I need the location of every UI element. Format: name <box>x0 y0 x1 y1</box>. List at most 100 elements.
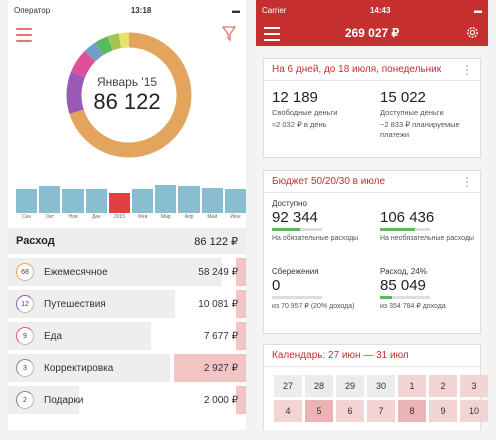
filter-icon[interactable] <box>222 26 236 42</box>
calendar-day[interactable]: 2 <box>429 375 457 397</box>
category-percent-badge: 2 <box>16 391 34 409</box>
month-bar-column[interactable]: Окт <box>39 178 61 220</box>
calendar-day[interactable]: 5 <box>305 400 333 422</box>
calendar-title: Календарь: 27 июн — 31 июл <box>272 350 409 361</box>
category-name: Ежемесячное <box>44 266 108 278</box>
calendar-day[interactable]: 3 <box>460 375 488 397</box>
donut-total-amount: 86 122 <box>93 89 161 114</box>
month-bar[interactable] <box>201 187 223 213</box>
category-name: Корректировка <box>44 362 114 374</box>
savings-label: Сбережения <box>272 267 319 276</box>
mandatory-sub: На обязательные расходы <box>272 235 359 242</box>
month-bar[interactable] <box>85 189 107 213</box>
carrier-label: Оператор <box>14 5 51 15</box>
category-amount: 7 677 ₽ <box>203 330 238 342</box>
donut-month-label: Январь '15 <box>96 75 158 89</box>
expense-value: 85 049 <box>380 277 426 294</box>
gear-icon[interactable] <box>465 25 480 40</box>
mandatory-block: Доступно 92 344 На обязательные расходы <box>272 199 372 243</box>
month-bar-column[interactable]: Фев <box>132 178 154 220</box>
calendar-day[interactable]: 28 <box>305 375 333 397</box>
month-bar-label: Фев <box>137 214 148 220</box>
category-overspend-bar <box>174 354 246 382</box>
more-icon[interactable]: ⋮ <box>461 62 473 77</box>
card-title: Бюджет 50/20/30 в июле ⋮ <box>264 171 480 193</box>
category-percent-badge: 12 <box>16 295 34 313</box>
optional-block: 106 436 На необязательные расходы <box>380 199 480 243</box>
more-icon[interactable]: ⋮ <box>461 174 473 189</box>
budget-card[interactable]: Бюджет 50/20/30 в июле ⋮ Доступно 92 344… <box>263 170 481 334</box>
calendar-grid: 27 28 29 30 1 2 3 4 5 6 7 8 9 10 <box>274 375 488 422</box>
expense-amount: 86 122 ₽ <box>194 235 238 248</box>
month-bar-label: Апр <box>184 214 194 220</box>
monthly-bar-chart[interactable]: Сен Окт Ноя Дек 2015 Фев Мар Апр Май Июн <box>16 178 246 220</box>
month-bar-column[interactable]: Май <box>201 178 223 220</box>
calendar-day[interactable]: 27 <box>274 375 302 397</box>
free-money-value: 12 189 <box>272 89 318 106</box>
category-name: Подарки <box>44 394 84 406</box>
month-bar-label: Июн <box>230 214 241 220</box>
calendar-card[interactable]: Календарь: 27 июн — 31 июл 27 28 29 30 1 2 3 4 5… <box>263 344 488 430</box>
month-bar-column[interactable]: Дек <box>85 178 107 220</box>
mandatory-progress <box>272 228 322 231</box>
month-bar-column[interactable]: Июн <box>224 178 246 220</box>
balance-title: 269 027 ₽ <box>344 26 400 40</box>
month-bar-label: Май <box>207 214 218 220</box>
category-name: Еда <box>44 330 63 342</box>
calendar-day[interactable]: 29 <box>336 375 364 397</box>
month-bar[interactable] <box>39 186 61 213</box>
category-row[interactable]: 68 Ежемесячное 58 249 ₽ <box>8 256 246 288</box>
card-title: Календарь: 27 июн — 31 июл <box>264 345 480 367</box>
calendar-day[interactable]: 7 <box>367 400 395 422</box>
category-overspend-bar <box>236 386 246 414</box>
month-bar-column[interactable]: Мар <box>155 178 177 220</box>
calendar-day[interactable]: 4 <box>274 400 302 422</box>
calendar-day[interactable]: 30 <box>367 375 395 397</box>
month-bar[interactable] <box>62 188 84 213</box>
calendar-day[interactable]: 6 <box>336 400 364 422</box>
month-bar-column[interactable]: Сен <box>16 178 38 220</box>
category-row[interactable]: 3 Корректировка 2 927 ₽ <box>8 352 246 384</box>
month-bar[interactable] <box>108 192 131 213</box>
month-bar-column[interactable]: Апр <box>178 178 200 220</box>
category-donut-chart[interactable] <box>66 32 192 158</box>
available-label: Доступно <box>272 199 307 208</box>
available-money-sub: −2 833 ₽ планируемые платежи <box>380 120 460 139</box>
free-money-sub: ≈2 032 ₽ в день <box>272 120 327 129</box>
category-share-bar <box>8 290 175 318</box>
calendar-day[interactable]: 8 <box>398 400 426 422</box>
category-overspend-bar <box>236 258 246 286</box>
category-percent-badge: 9 <box>16 327 34 345</box>
expense-label: Расход, 24% <box>380 267 427 276</box>
month-bar[interactable] <box>16 189 38 213</box>
month-bar-label: Окт <box>45 214 55 220</box>
month-bar[interactable] <box>132 188 154 213</box>
month-bar-column[interactable]: Ноя <box>62 178 84 220</box>
category-amount: 2 927 ₽ <box>203 362 238 374</box>
category-row[interactable]: 2 Подарки 2 000 ₽ <box>8 384 246 416</box>
menu-icon[interactable] <box>264 27 280 45</box>
month-bar[interactable] <box>155 185 177 213</box>
category-share-bar <box>8 354 170 382</box>
available-money-value: 15 022 <box>380 89 426 106</box>
forecast-card[interactable]: На 6 дней, до 18 июля, понедельник ⋮ 12 … <box>263 58 481 158</box>
category-overspend-bar <box>236 322 246 350</box>
month-bar[interactable] <box>224 188 246 213</box>
free-money-label: Свободные деньги <box>272 108 338 117</box>
calendar-day[interactable]: 10 <box>460 400 488 422</box>
right-phone-screen: Carrier 14:43 ▬ 269 027 ₽ На 6 дней, до … <box>256 0 488 430</box>
category-row[interactable]: 9 Еда 7 677 ₽ <box>8 320 246 352</box>
category-row[interactable]: 12 Путешествия 10 081 ₽ <box>8 288 246 320</box>
menu-icon[interactable] <box>16 28 32 46</box>
left-phone-screen: Оператор 13:18 ▬ Январь '15 86 122 Сен Ок… <box>8 0 246 430</box>
month-bar[interactable] <box>178 185 200 213</box>
status-time: 13:18 <box>130 5 152 15</box>
expense-header: Расход 86 122 ₽ <box>8 228 246 254</box>
nav-bar: 269 027 ₽ <box>256 20 488 46</box>
month-bar-label: Ноя <box>68 214 78 220</box>
month-bar-column[interactable]: 2015 <box>108 178 131 220</box>
calendar-day[interactable]: 1 <box>398 375 426 397</box>
calendar-day[interactable]: 9 <box>429 400 457 422</box>
card-title: На 6 дней, до 18 июля, понедельник ⋮ <box>264 59 480 81</box>
category-amount: 10 081 ₽ <box>198 298 238 310</box>
